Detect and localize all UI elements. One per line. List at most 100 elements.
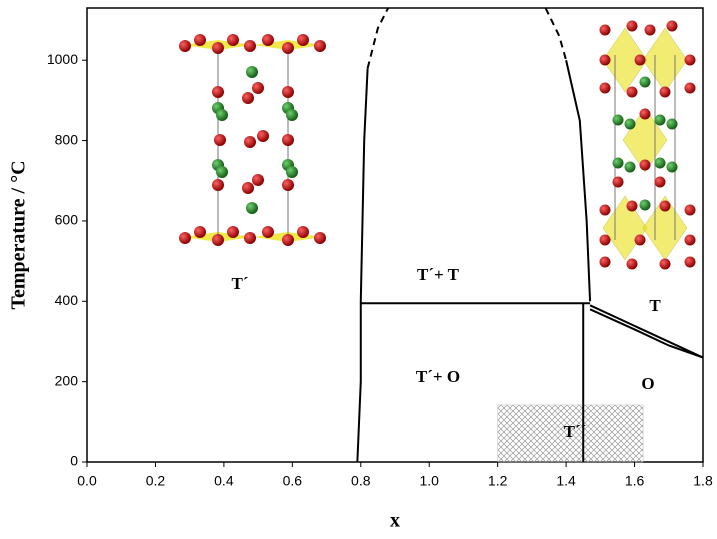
atom [666, 20, 678, 32]
x-tick-label: 1.6 [625, 473, 645, 489]
x-axis-title: x [390, 510, 400, 532]
y-tick-label: 400 [55, 292, 79, 308]
region-label: T´+ T [417, 265, 460, 284]
atom [194, 226, 206, 238]
y-tick-label: 200 [55, 372, 79, 388]
region-label: T´+ O [416, 367, 460, 386]
x-tick-label: 0.4 [214, 473, 234, 489]
atom [262, 226, 274, 238]
atom [314, 40, 326, 52]
atom [194, 34, 206, 46]
atom [227, 34, 239, 46]
atom [599, 82, 611, 94]
atom [684, 234, 696, 246]
atom [252, 82, 264, 94]
region-label: T´ [232, 274, 249, 293]
atom [684, 54, 696, 66]
atom [654, 176, 666, 188]
phase-boundary [589, 308, 704, 359]
x-tick-label: 0.8 [351, 473, 371, 489]
atom [297, 34, 309, 46]
atom [216, 166, 228, 178]
atom [599, 256, 611, 268]
region-label: T´´ [564, 422, 587, 441]
atom [246, 66, 258, 78]
x-tick-label: 1.4 [556, 473, 576, 489]
y-axis-title: Temperature / °C [8, 160, 30, 309]
atom [216, 109, 228, 121]
atom [212, 234, 224, 246]
atom [179, 232, 191, 244]
atom [246, 202, 258, 214]
atom [634, 234, 646, 246]
phase-boundary [366, 7, 390, 69]
y-tick-label: 0 [70, 453, 78, 469]
atom [612, 114, 624, 126]
atom [244, 40, 256, 52]
atom [599, 234, 611, 246]
atom [286, 166, 298, 178]
atom [666, 161, 678, 173]
atom [599, 204, 611, 216]
atom [654, 157, 666, 169]
atom [626, 258, 638, 270]
atom [227, 226, 239, 238]
atom [262, 34, 274, 46]
phase-boundary [356, 68, 369, 463]
plot-frame [86, 7, 704, 463]
atom [286, 109, 298, 121]
atom [212, 42, 224, 54]
atom [626, 86, 638, 98]
region-label: T [649, 296, 661, 315]
atom [659, 258, 671, 270]
octahedron [602, 27, 648, 93]
atom [684, 256, 696, 268]
phase-boundary [589, 304, 704, 359]
atom [626, 200, 638, 212]
atom [639, 199, 651, 211]
atom [252, 174, 264, 186]
x-tick-label: 0.2 [146, 473, 166, 489]
x-tick-label: 0.0 [77, 473, 97, 489]
atom [639, 108, 651, 120]
atom [639, 76, 651, 88]
atom [244, 136, 256, 148]
atom [179, 40, 191, 52]
atom [659, 200, 671, 212]
y-tick-label: 600 [55, 212, 79, 228]
phase-boundary [544, 7, 568, 61]
atom [212, 179, 224, 191]
atom [599, 54, 611, 66]
atom [599, 24, 611, 36]
atom [214, 134, 226, 146]
atom [626, 20, 638, 32]
phase-boundary [565, 60, 592, 302]
atom [684, 204, 696, 216]
x-tick-label: 1.2 [488, 473, 508, 489]
atom [244, 232, 256, 244]
atom [282, 179, 294, 191]
atom [257, 130, 269, 142]
y-tick-label: 800 [55, 131, 79, 147]
atom [624, 118, 636, 130]
atom [654, 114, 666, 126]
atom [624, 161, 636, 173]
atom [666, 118, 678, 130]
atom [684, 82, 696, 94]
crystal-structures [179, 20, 696, 270]
region-label: O [641, 374, 654, 393]
atom [639, 159, 651, 171]
atom [282, 134, 294, 146]
atom [314, 232, 326, 244]
atom [659, 86, 671, 98]
atom [644, 24, 656, 36]
atom [282, 234, 294, 246]
atom [297, 226, 309, 238]
x-tick-label: 0.6 [283, 473, 303, 489]
atom [634, 54, 646, 66]
y-tick-label: 1000 [47, 51, 78, 67]
atom [612, 176, 624, 188]
atom [282, 86, 294, 98]
x-tick-label: 1.8 [693, 473, 713, 489]
